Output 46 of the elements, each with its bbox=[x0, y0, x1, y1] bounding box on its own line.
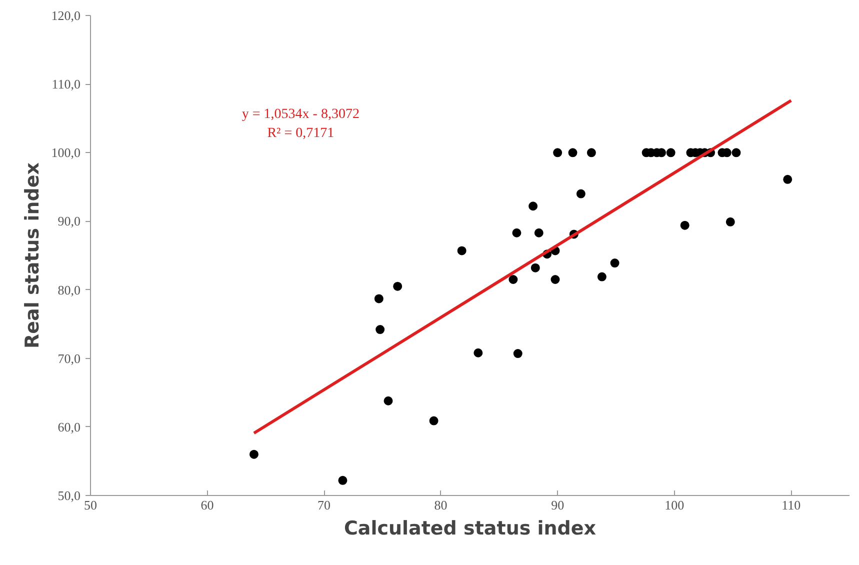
point bbox=[530, 263, 540, 272]
point bbox=[597, 272, 606, 282]
y-tick-label: 100,0 bbox=[51, 145, 80, 160]
point bbox=[457, 246, 466, 256]
point bbox=[429, 416, 438, 426]
x-axis-title: Calculated status index bbox=[344, 518, 596, 540]
x-tick-label: 70 bbox=[318, 498, 331, 512]
x-tick-label: 100 bbox=[664, 498, 684, 512]
point bbox=[726, 217, 735, 226]
x-tick-label: 80 bbox=[434, 498, 448, 512]
point bbox=[732, 148, 741, 158]
y-tick-label: 80,0 bbox=[58, 282, 80, 298]
y-tick-label: 60,0 bbox=[58, 419, 80, 434]
y-tick-label: 120,0 bbox=[51, 8, 80, 23]
point bbox=[376, 325, 385, 334]
point bbox=[338, 476, 348, 485]
point bbox=[384, 396, 393, 406]
point bbox=[508, 275, 518, 284]
y-tick-label: 110,0 bbox=[52, 76, 81, 92]
point bbox=[783, 174, 792, 184]
point bbox=[512, 228, 522, 238]
x-tick-label: 110 bbox=[782, 498, 801, 512]
x-tick-label: 60 bbox=[200, 498, 214, 512]
point bbox=[586, 148, 596, 158]
point bbox=[474, 348, 483, 358]
point bbox=[534, 228, 544, 238]
point bbox=[513, 349, 522, 358]
point bbox=[393, 282, 402, 291]
point bbox=[568, 148, 578, 158]
point bbox=[576, 189, 586, 198]
point bbox=[374, 294, 384, 304]
y-axis-title: Real status index bbox=[21, 162, 44, 348]
point bbox=[550, 275, 560, 284]
point bbox=[610, 258, 620, 268]
point bbox=[553, 148, 562, 158]
x-tick-label: 90 bbox=[551, 498, 564, 512]
annotation: y = 1,0534x - 8,3072 bbox=[242, 106, 360, 122]
y-tick-label: 70,0 bbox=[58, 350, 80, 366]
y-tick-label: 90,0 bbox=[58, 214, 80, 229]
y-tick-label: 50,0 bbox=[58, 488, 80, 503]
point bbox=[528, 202, 538, 211]
point bbox=[680, 220, 690, 230]
x-tick-label: 50 bbox=[84, 498, 97, 512]
annotation: R² = 0,7171 bbox=[267, 126, 334, 141]
point bbox=[249, 450, 258, 459]
point bbox=[666, 148, 676, 158]
